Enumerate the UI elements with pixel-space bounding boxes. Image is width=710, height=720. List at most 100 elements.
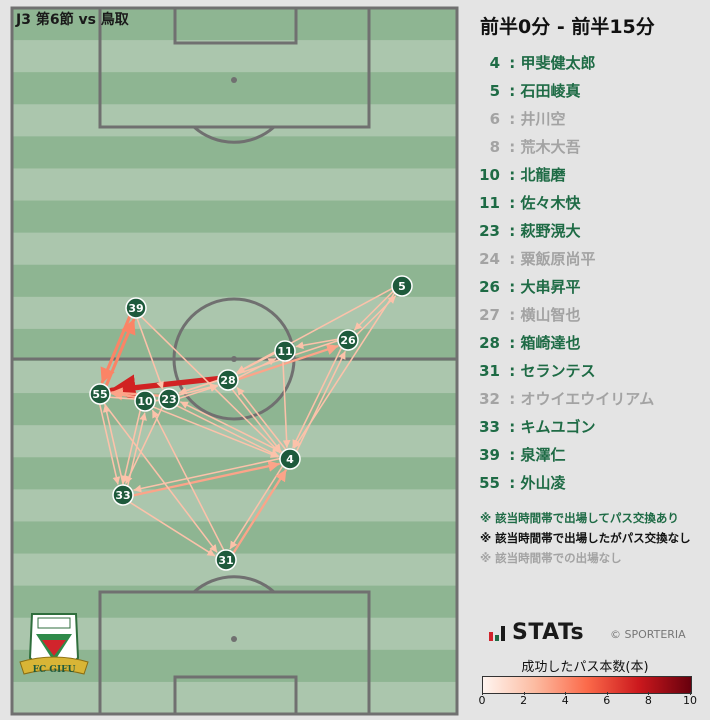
period-title: 前半0分 - 前半15分 — [480, 16, 655, 38]
pass-edge — [126, 412, 147, 487]
pass-edge — [282, 360, 291, 448]
roster-separator: : — [504, 194, 521, 212]
player-node-label: 5 — [398, 280, 406, 293]
center-spot — [231, 356, 237, 362]
player-roster: 4 : 甲斐健太郎 5 : 石田崚真 6 : 井川空 8 : 荒木大吾 10 : 北龍磨… — [476, 52, 654, 500]
roster-name: 井川空 — [520, 110, 566, 128]
pass-edge — [102, 404, 124, 486]
pass-edge — [121, 409, 142, 484]
player-node[interactable]: 26 — [337, 329, 359, 351]
match-title: J3 第6節 vs 鳥取 — [16, 12, 129, 28]
player-node-circle — [89, 383, 111, 405]
pass-edge — [99, 403, 121, 485]
roster-separator: : — [504, 474, 521, 492]
roster-number: 5 — [489, 82, 500, 100]
player-node-circle — [337, 329, 359, 351]
top-penalty-spot — [231, 77, 237, 83]
roster-separator: : — [504, 390, 521, 408]
roster-number: 31 — [479, 362, 500, 380]
pass-edge — [136, 317, 164, 390]
roster-item: 23 : 萩野滉大 — [476, 220, 654, 248]
pass-edge — [236, 387, 287, 451]
stats-bar-icon — [489, 625, 505, 641]
roster-name: 北龍磨 — [520, 166, 566, 184]
pitch-stripe — [12, 232, 457, 266]
legend-note-played-no-pass: ※ 該当時間帯で出場したがパス交換なし — [480, 531, 691, 545]
player-node[interactable]: 10 — [134, 390, 156, 412]
pass-edge — [129, 501, 216, 557]
pitch-stripe — [12, 40, 457, 73]
roster-separator: : — [504, 138, 521, 156]
roster-number: 11 — [479, 194, 500, 212]
pass-edge — [236, 287, 393, 373]
roster-item: 31 : セランテス — [476, 360, 654, 388]
player-node-circle — [391, 275, 413, 297]
player-node[interactable]: 39 — [125, 297, 147, 319]
roster-item: 33 : キムユゴン — [476, 416, 654, 444]
pass-edge — [353, 290, 394, 331]
player-node-label: 28 — [220, 374, 235, 387]
player-node-circle — [125, 297, 147, 319]
pass-edges — [99, 287, 397, 557]
pitch-stripe — [12, 8, 457, 41]
roster-name: オウイエウイリアム — [520, 390, 655, 408]
roster-number: 39 — [479, 446, 500, 464]
roster-separator: : — [504, 306, 521, 324]
player-node[interactable]: 33 — [112, 484, 134, 506]
player-node-label: 23 — [161, 393, 176, 406]
svg-text:FC GIFU: FC GIFU — [33, 665, 76, 675]
player-node-label: 31 — [218, 554, 233, 567]
roster-item: 55 : 外山凌 — [476, 472, 654, 500]
player-nodes: 4 5 10 11 23 26 28 31 33 39 55 — [89, 275, 413, 571]
roster-item: 26 : 大串昇平 — [476, 276, 654, 304]
pitch-stripe — [12, 200, 457, 234]
roster-name: 横山智也 — [520, 306, 581, 324]
player-node-circle — [134, 390, 156, 412]
pass-edge — [295, 338, 339, 350]
pass-edge — [292, 347, 343, 448]
player-node-label: 10 — [137, 395, 153, 408]
player-node[interactable]: 28 — [217, 369, 239, 391]
player-node[interactable]: 4 — [279, 448, 301, 470]
roster-name: 粟飯原尚平 — [520, 250, 596, 268]
pass-edge — [180, 401, 283, 454]
colorbar-tick-mark — [523, 692, 525, 695]
roster-number: 55 — [479, 474, 500, 492]
pass-edge — [111, 389, 137, 401]
colorbar-tick-mark — [565, 692, 567, 695]
roster-item: 39 : 泉澤仁 — [476, 444, 654, 472]
roster-item: 6 : 井川空 — [476, 108, 654, 136]
pitch-stripe — [12, 393, 457, 426]
roster-separator: : — [504, 54, 521, 72]
roster-item: 24 : 粟飯原尚平 — [476, 248, 654, 276]
player-node[interactable]: 11 — [274, 340, 296, 362]
pass-edge — [133, 457, 281, 493]
pass-edge — [151, 409, 225, 551]
roster-name: セランテス — [520, 362, 596, 380]
roster-name: 甲斐健太郎 — [520, 54, 596, 72]
colorbar-title: 成功したパス本数(本) — [521, 660, 649, 675]
roster-item: 10 : 北龍磨 — [476, 164, 654, 192]
roster-separator: : — [504, 82, 521, 100]
colorbar-tick-label: 10 — [683, 694, 697, 707]
player-node[interactable]: 55 — [89, 383, 111, 405]
player-node[interactable]: 31 — [215, 549, 237, 571]
roster-item: 8 : 荒木大吾 — [476, 136, 654, 164]
roster-item: 4 : 甲斐健太郎 — [476, 52, 654, 80]
side-panel: 前半0分 - 前半15分 4 : 甲斐健太郎 5 : 石田崚真 6 : 井川空 8 :… — [460, 0, 710, 720]
player-node-circle — [215, 549, 237, 571]
roster-number: 8 — [489, 138, 500, 156]
roster-name: キムユゴン — [520, 418, 596, 436]
pitch-stripe — [12, 681, 457, 715]
colorbar-tick-label: 2 — [520, 694, 528, 707]
pass-edge — [152, 406, 279, 458]
roster-number: 32 — [479, 390, 500, 408]
player-node[interactable]: 5 — [391, 275, 413, 297]
pitch-stripe — [12, 617, 457, 651]
roster-item: 11 : 佐々木快 — [476, 192, 654, 220]
pass-edge — [109, 374, 221, 401]
roster-number: 26 — [479, 278, 500, 296]
player-node-label: 39 — [128, 302, 143, 315]
roster-item: 32 : オウイエウイリアム — [476, 388, 654, 416]
player-node[interactable]: 23 — [158, 388, 180, 410]
